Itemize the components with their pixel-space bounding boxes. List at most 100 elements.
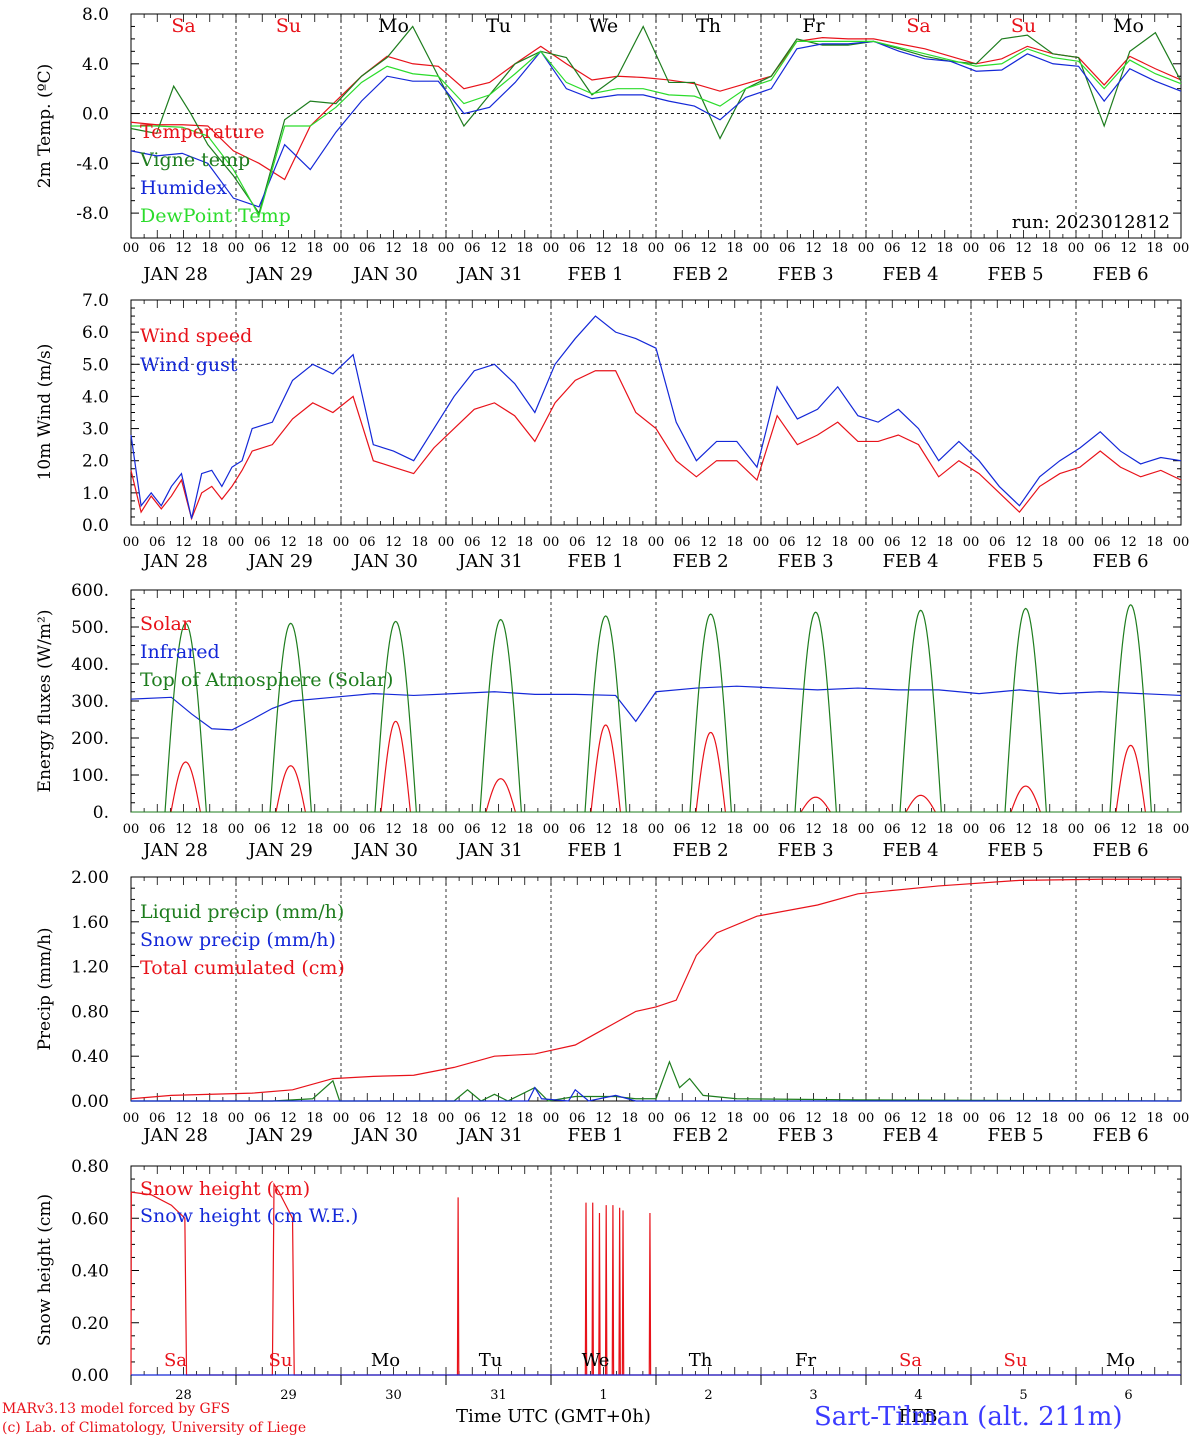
weekday-label-top: Mo — [1113, 15, 1144, 37]
legend-entry: Vigne temp — [139, 149, 250, 171]
hour-tick-label: 06 — [359, 822, 376, 837]
legend-entry: Humidex — [140, 177, 227, 199]
bottom-day-number: 30 — [385, 1388, 402, 1403]
hour-tick-label: 00 — [1068, 822, 1085, 837]
hour-tick-label: 06 — [779, 241, 796, 256]
hour-tick-label: 00 — [858, 822, 875, 837]
hour-tick-label: 12 — [595, 1111, 612, 1126]
hour-tick-label: 06 — [359, 241, 376, 256]
day-label: JAN 30 — [351, 840, 418, 861]
y-tick-label: 400. — [71, 655, 109, 675]
hour-tick-label: 12 — [1015, 241, 1032, 256]
hour-tick-label: 12 — [1120, 535, 1137, 550]
weekday-label-top: We — [589, 15, 618, 37]
hour-tick-label: 18 — [1146, 241, 1163, 256]
hour-tick-label: 06 — [149, 241, 166, 256]
hour-tick-label: 06 — [674, 822, 691, 837]
hour-tick-label: 18 — [831, 1111, 848, 1126]
legend-entry: Top of Atmosphere (Solar) — [140, 669, 393, 691]
hour-tick-label: 00 — [1173, 822, 1190, 837]
y-tick-label: 0.0 — [82, 516, 109, 536]
hour-tick-label: 18 — [831, 535, 848, 550]
hour-tick-label: 18 — [621, 822, 638, 837]
hour-tick-label: 18 — [411, 1111, 428, 1126]
hour-tick-label: 12 — [175, 1111, 192, 1126]
y-tick-label: 2.00 — [71, 868, 109, 888]
hour-tick-label: 12 — [490, 241, 507, 256]
hour-tick-label: 00 — [1068, 1111, 1085, 1126]
y-axis-label: 2m Temp. (ºC) — [35, 64, 55, 189]
hour-tick-label: 18 — [411, 822, 428, 837]
day-label: JAN 28 — [141, 840, 208, 861]
hour-tick-label: 18 — [936, 535, 953, 550]
legend-entry: Total cumulated (cm) — [140, 957, 345, 979]
legend-entry: Snow height (cm W.E.) — [140, 1205, 358, 1227]
hour-tick-label: 00 — [228, 822, 245, 837]
bottom-day-number: 1 — [599, 1388, 607, 1403]
y-tick-label: 0.00 — [71, 1366, 109, 1386]
y-tick-label: 5.0 — [82, 355, 109, 375]
hour-tick-label: 12 — [490, 822, 507, 837]
hour-tick-label: 00 — [648, 1111, 665, 1126]
hour-tick-label: 12 — [1120, 822, 1137, 837]
legend-entry: Wind gust — [140, 354, 238, 376]
hour-tick-label: 06 — [674, 241, 691, 256]
weekday-label-bottom: Su — [1004, 1350, 1028, 1371]
hour-tick-label: 12 — [910, 1111, 927, 1126]
hour-tick-label: 06 — [884, 241, 901, 256]
y-tick-label: 1.0 — [82, 484, 109, 504]
day-label: FEB 3 — [777, 551, 833, 572]
y-axis-label: Energy fluxes (W/m²) — [35, 610, 55, 793]
hour-tick-label: 12 — [490, 1111, 507, 1126]
hour-tick-label: 12 — [1015, 535, 1032, 550]
legend-entry: Solar — [140, 613, 192, 635]
hour-tick-label: 12 — [595, 822, 612, 837]
legend-entry: Snow height (cm) — [140, 1178, 310, 1200]
hour-tick-label: 18 — [516, 1111, 533, 1126]
hour-tick-label: 00 — [1068, 241, 1085, 256]
y-tick-label: 0.40 — [71, 1047, 109, 1067]
day-label: FEB 3 — [777, 840, 833, 861]
day-label: FEB 3 — [777, 1125, 833, 1146]
hour-tick-label: 00 — [1173, 241, 1190, 256]
day-label: JAN 29 — [246, 840, 313, 861]
y-tick-label: 300. — [71, 692, 109, 712]
hour-tick-label: 12 — [385, 822, 402, 837]
weekday-label-bottom: Sa — [899, 1350, 922, 1371]
day-label: JAN 28 — [141, 1125, 208, 1146]
legend-entry: Wind speed — [140, 325, 252, 347]
hour-tick-label: 18 — [936, 241, 953, 256]
hour-tick-label: 00 — [438, 822, 455, 837]
day-label: JAN 30 — [351, 551, 418, 572]
day-label: JAN 29 — [246, 1125, 313, 1146]
weekday-label-bottom: Fr — [795, 1350, 816, 1371]
footer-credit-1: MARv3.13 model forced by GFS — [2, 1401, 231, 1417]
run-annotation: run: 2023012812 — [1012, 212, 1170, 233]
hour-tick-label: 06 — [989, 535, 1006, 550]
hour-tick-label: 00 — [858, 535, 875, 550]
hour-tick-label: 18 — [621, 241, 638, 256]
day-label: FEB 1 — [567, 840, 623, 861]
day-label: FEB 4 — [882, 840, 938, 861]
hour-tick-label: 06 — [464, 1111, 481, 1126]
y-tick-label: 6.0 — [82, 323, 109, 343]
hour-tick-label: 06 — [1094, 535, 1111, 550]
hour-tick-label: 06 — [149, 1111, 166, 1126]
hour-tick-label: 12 — [385, 1111, 402, 1126]
hour-tick-label: 00 — [333, 241, 350, 256]
hour-tick-label: 00 — [753, 241, 770, 256]
hour-tick-label: 12 — [1120, 241, 1137, 256]
hour-tick-label: 00 — [228, 241, 245, 256]
hour-tick-label: 18 — [726, 241, 743, 256]
y-axis-label: Precip (mm/h) — [35, 927, 55, 1050]
legend-entry: Liquid precip (mm/h) — [140, 901, 344, 923]
hour-tick-label: 00 — [753, 1111, 770, 1126]
weekday-label-bottom: Tu — [479, 1350, 503, 1371]
weekday-label-top: Sa — [171, 15, 195, 37]
hour-tick-label: 12 — [175, 822, 192, 837]
weekday-label-top: Th — [696, 15, 721, 37]
y-tick-label: 0. — [93, 803, 109, 823]
y-tick-label: 8.0 — [82, 5, 109, 25]
y-tick-label: 200. — [71, 729, 109, 749]
hour-tick-label: 18 — [306, 535, 323, 550]
